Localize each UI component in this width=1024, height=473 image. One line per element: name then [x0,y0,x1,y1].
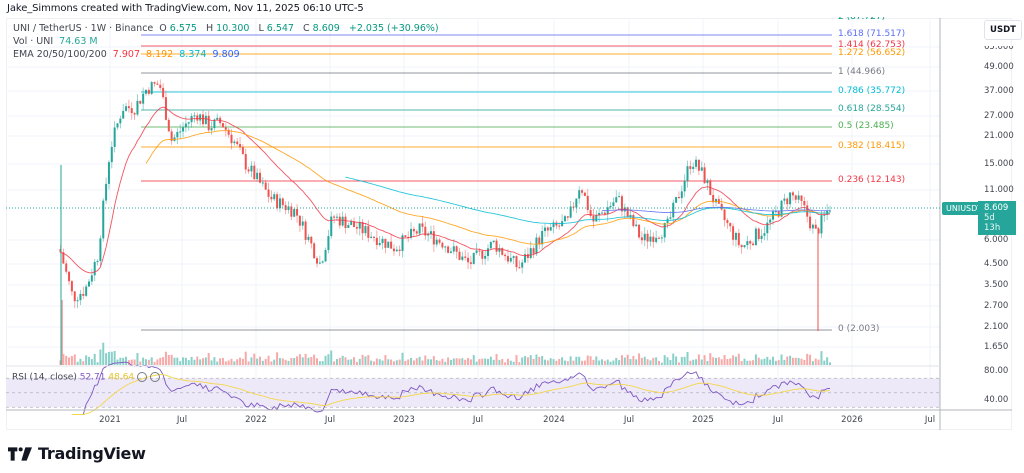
currency-button[interactable]: USDT [984,20,1022,40]
price-tick: 40.00 [984,395,1009,405]
price-tick: 49.000 [984,62,1014,72]
fib-label: 1.618 (71.517) [838,29,906,39]
ema200-value: 9.809 [212,49,240,60]
ema100-value: 8.374 [179,49,207,60]
open-value: 6.575 [169,23,197,34]
time-tick: 2021 [99,415,121,425]
close-label: C [302,23,310,34]
fib-label: 0 (2.003) [838,324,880,334]
time-tick: Jul [924,415,936,425]
last-price-tag: 8.609 5d 13h [978,201,1016,235]
rsi-pane [6,361,940,415]
price-tick: 3.500 [984,280,1009,290]
fib-label: 0.5 (23.485) [838,121,894,131]
last-price-value: 8.609 [984,203,1009,213]
fib-label: 0.382 (18.415) [838,141,906,151]
price-tick: 65.000 [984,42,1014,52]
fib-label: 0.236 (12.143) [838,175,906,185]
high-value: 10.300 [216,23,250,34]
time-tick: 2023 [393,415,415,425]
fib-label: 1.414 (62.753) [838,40,906,50]
time-tick: 2025 [692,415,714,425]
rsi-value: 52.71 [79,372,106,383]
close-value: 8.609 [312,23,340,34]
chart-credit: Jake_Simmons created with TradingView.co… [7,3,364,14]
time-tick: 2026 [841,415,863,425]
fib-label: 1.272 (56.652) [838,48,906,58]
symbol-info[interactable]: UNI / TetherUS · 1W · Binance [13,23,154,34]
low-label: L [258,23,264,34]
ema-row: EMA 20/50/100/200 7.907 8.192 8.374 9.80… [13,48,442,61]
fibonacci-lines [141,34,832,331]
fib-label: 1 (44.966) [838,67,886,77]
time-tick: Jul [324,415,336,425]
price-tick: 6.000 [984,235,1009,245]
price-tick: 4.500 [984,259,1009,269]
price-tick: 1.650 [984,342,1009,352]
ema20-value: 7.907 [112,49,140,60]
price-tick: 27.000 [984,111,1014,121]
fib-label: 0.618 (28.554) [838,104,906,114]
price-tick: 37.000 [984,86,1014,96]
price-tick: 80.00 [984,366,1009,376]
low-value: 6.547 [266,23,294,34]
open-label: O [159,23,167,34]
logo-text: TradingView [38,444,146,463]
high-label: H [206,23,214,34]
change-value: +2.035 (+30.96%) [348,23,439,34]
time-tick: Jul [176,415,188,425]
hidden-value-icon [149,372,160,382]
bar-countdown: 5d 13h [984,213,1001,233]
time-tick: Jul [623,415,635,425]
symbol-row: UNI / TetherUS · 1W · Binance O 6.575 H 10… [13,22,442,35]
ema50-value: 8.192 [146,49,174,60]
hidden-value-icon [137,372,148,382]
price-tick: 2.100 [984,322,1009,332]
time-tick: Jul [772,415,784,425]
ema-lines [60,106,831,274]
fib-label: 2 (87.727) [838,12,886,22]
ema-label[interactable]: EMA 20/50/100/200 [13,49,107,60]
price-tick: 11.000 [984,185,1014,195]
chart-legend: UNI / TetherUS · 1W · Binance O 6.575 H 10… [13,22,442,61]
price-tick: 21.000 [984,131,1014,141]
volume-row: Vol · UNI 74.63 M [13,35,442,48]
price-tick: 2.700 [984,301,1009,311]
tradingview-logo[interactable]: TradingView [8,444,146,463]
time-tick: Jul [472,415,484,425]
volume-value: 74.63 M [59,36,98,47]
time-tick: 2022 [245,415,267,425]
rsi-legend: RSI (14, close) 52.71 48.64 [12,372,160,383]
volume-label[interactable]: Vol · UNI [13,36,54,47]
symbol-price-tag: UNIUSDT [942,202,987,215]
volume-bars [59,300,831,365]
fib-label: 0.786 (35.772) [838,86,906,96]
price-tick: 15.000 [984,159,1014,169]
tradingview-logo-icon [8,446,32,461]
rsi-ma-value: 48.64 [108,372,135,383]
time-tick: 2024 [543,415,565,425]
grid-lines [6,18,940,410]
rsi-label[interactable]: RSI (14, close) [12,372,77,383]
